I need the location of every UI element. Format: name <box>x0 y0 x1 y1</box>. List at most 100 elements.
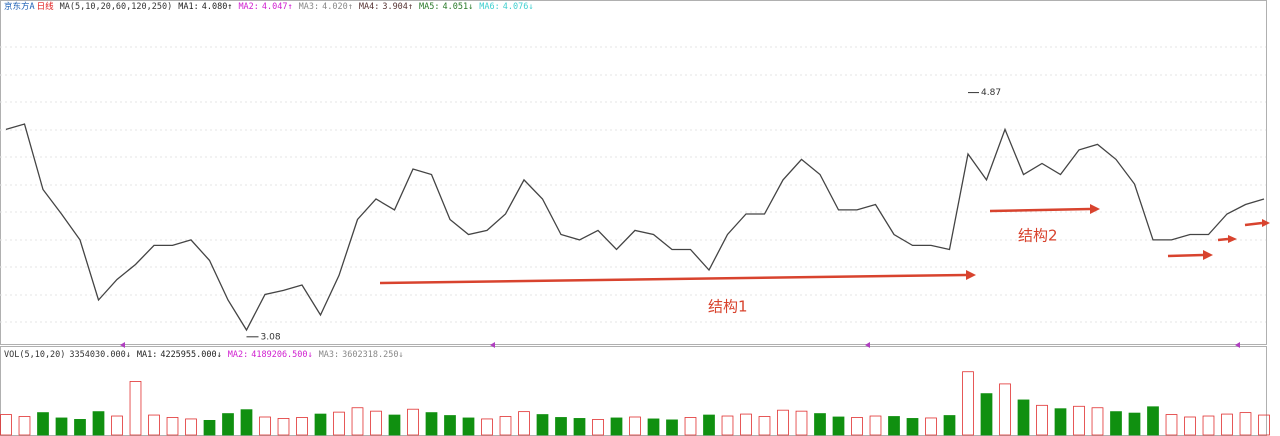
ma-value: 4189206.500↓ <box>251 350 312 360</box>
ma-value: 4.047↑ <box>262 2 293 12</box>
period: 日线 <box>37 1 55 12</box>
volume-bar <box>277 418 290 436</box>
volume-bar <box>518 411 530 436</box>
volume-bar <box>684 417 697 436</box>
volume-bar <box>370 410 382 436</box>
volume-bar <box>74 419 86 436</box>
volume-bar <box>980 393 993 436</box>
volume-bar <box>795 410 808 436</box>
volume-bar <box>1110 411 1122 436</box>
volume-bar <box>166 417 179 436</box>
volume-bar <box>1054 408 1067 436</box>
volume-bar <box>943 415 956 436</box>
volume-bar <box>555 417 567 436</box>
high-label: 4.87 <box>981 88 1001 98</box>
volume-bar <box>1184 416 1196 436</box>
ma-label: MA6: <box>479 2 499 12</box>
low-label: 3.08 <box>261 332 281 342</box>
volume-bar <box>647 418 660 436</box>
volume-bar <box>462 417 475 436</box>
ma-label: MA2: <box>238 2 258 12</box>
volume-bar <box>1128 412 1141 436</box>
volume-bar <box>333 411 345 436</box>
range-markers <box>120 342 1240 348</box>
price-header: 京东方A 日线 MA(5,10,20,60,120,250) MA1: 4.080↑ MA… <box>4 1 533 12</box>
volume-bar <box>888 416 900 436</box>
volume-bar <box>351 407 364 436</box>
price-panel <box>0 0 1267 345</box>
volume-bar <box>92 411 105 436</box>
volume-bar <box>314 413 327 436</box>
ma-value: 3.904↑ <box>382 2 413 12</box>
volume-bar <box>222 413 234 436</box>
volume-bar <box>481 418 493 436</box>
ma-label: MA1: <box>178 2 198 12</box>
structure-arrows <box>379 204 1270 285</box>
price-line <box>5 123 1265 332</box>
volume-bar <box>388 414 401 436</box>
ma-label: MA4: <box>359 2 379 12</box>
volume-bar <box>148 414 160 436</box>
stock-name: 京东方A <box>4 1 35 12</box>
volume-bar <box>203 419 216 436</box>
vol-value: 3354030.000↓ <box>69 350 130 360</box>
volume-bar <box>55 417 68 436</box>
volume-bar <box>1221 413 1233 436</box>
ma-label: MA2: <box>228 350 248 360</box>
volume-bar <box>37 412 49 436</box>
volume-bar <box>999 383 1011 436</box>
volume-bar <box>296 417 308 436</box>
volume-bar <box>1239 412 1252 436</box>
volume-bar <box>851 417 863 436</box>
volume-bar <box>0 414 12 436</box>
volume-bar <box>425 412 438 436</box>
annotation: 结构2 <box>1018 227 1058 245</box>
volume-bar <box>1202 415 1215 436</box>
volume-bar <box>1258 414 1270 436</box>
volume-bar <box>111 415 123 436</box>
volume-bar <box>962 371 974 436</box>
volume-bar <box>721 415 734 436</box>
ma-label: MA3: <box>299 2 319 12</box>
volume-bar <box>129 381 142 436</box>
volume-bar <box>777 409 789 436</box>
volume-bar <box>1073 405 1085 436</box>
volume-bar <box>869 415 882 436</box>
ma-value: 4.051↓ <box>443 2 474 12</box>
volume-bar <box>1091 407 1104 436</box>
volume-panel <box>0 346 1267 436</box>
ma-value: 4.080↑ <box>202 2 233 12</box>
volume-bar <box>18 416 31 436</box>
grid <box>0 46 1266 323</box>
ma-label: MA5: <box>419 2 439 12</box>
volume-bar <box>1017 399 1030 436</box>
volume-bar <box>666 419 678 436</box>
volume-bar <box>240 409 253 436</box>
volume-bar <box>832 416 845 436</box>
volume-bar <box>185 418 197 436</box>
volume-bar <box>906 418 919 436</box>
volume-bar <box>259 416 271 436</box>
volume-header: VOL(5,10,20) 3354030.000↓ MA1: 4225955.000↓… <box>4 350 404 360</box>
volume-bar <box>444 415 456 436</box>
volume-bar <box>592 419 604 436</box>
volume-bar <box>925 417 937 436</box>
vol-label: VOL(5,10,20) <box>4 350 65 360</box>
volume-bar <box>758 416 771 436</box>
volume-bar <box>740 413 752 436</box>
volume-bar <box>407 408 419 436</box>
volume-bar <box>1147 406 1159 436</box>
ma-label: MA1: <box>137 350 157 360</box>
ma-value: 4.076↓ <box>503 2 534 12</box>
ma-value: 4225955.000↓ <box>160 350 221 360</box>
volume-bar <box>499 416 512 436</box>
ma-value: 3602318.250↓ <box>342 350 403 360</box>
volume-bar <box>536 414 549 436</box>
volume-bar <box>703 414 715 436</box>
ma-label: MA3: <box>319 350 339 360</box>
volume-bar <box>610 417 623 436</box>
volume-bar <box>629 416 641 436</box>
volume-bar <box>814 413 826 436</box>
annotation: 结构1 <box>708 298 748 316</box>
